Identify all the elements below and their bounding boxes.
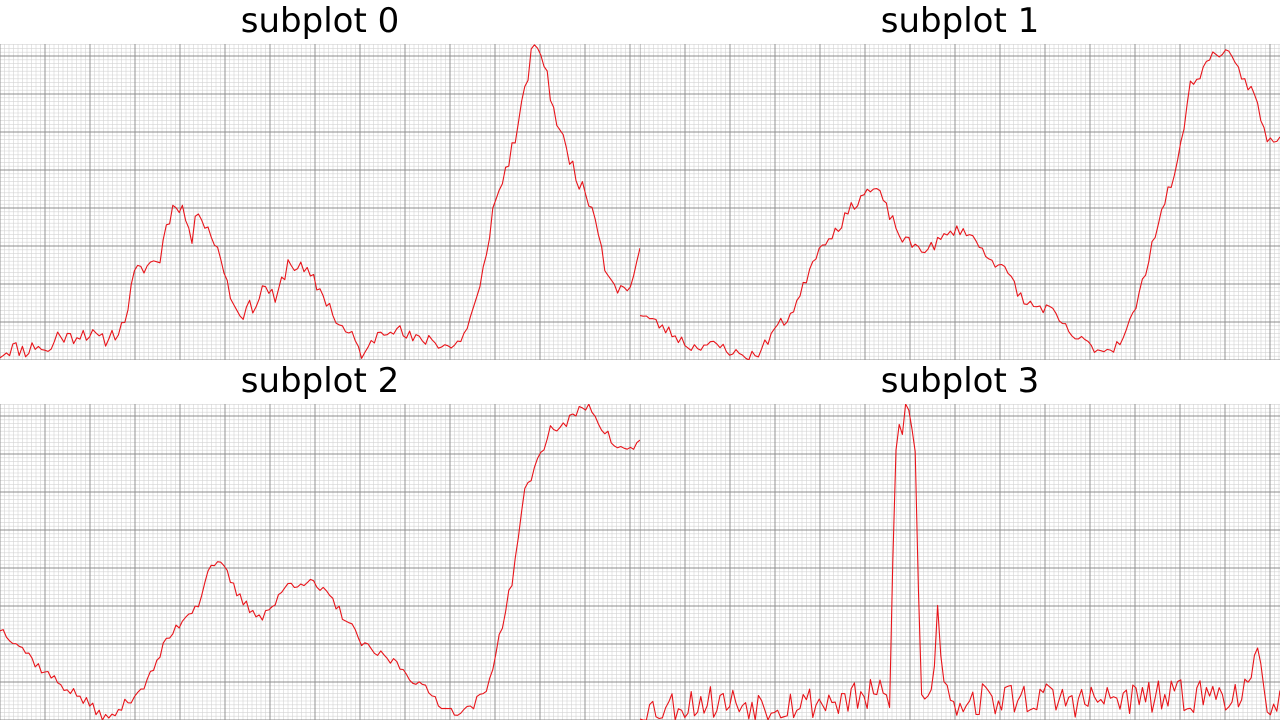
subplot-2-plot	[0, 404, 640, 720]
subplot-3-plot	[640, 404, 1280, 720]
minor-grid	[640, 44, 1280, 360]
minor-grid	[640, 404, 1280, 720]
subplot-2-title: subplot 2	[240, 361, 400, 401]
minor-grid	[0, 44, 640, 360]
subplot-3-title: subplot 3	[880, 361, 1040, 401]
series-line	[0, 44, 640, 359]
subplot-3-panel: subplot 3	[640, 360, 1280, 720]
subplot-0-plot	[0, 44, 640, 360]
major-grid	[0, 44, 640, 360]
series-line	[640, 404, 1280, 720]
subplot-0-title: subplot 0	[240, 1, 400, 41]
subplot-0-panel: subplot 0	[0, 0, 640, 360]
subplot-1-title: subplot 1	[880, 1, 1040, 41]
subplot-2-panel: subplot 2	[0, 360, 640, 720]
series-line	[640, 49, 1280, 360]
subplot-1-plot	[640, 44, 1280, 360]
major-grid	[0, 404, 640, 720]
major-grid	[640, 44, 1280, 360]
major-grid	[640, 404, 1280, 720]
minor-grid	[0, 404, 640, 720]
series-line	[0, 404, 640, 720]
subplot-1-panel: subplot 1	[640, 0, 1280, 360]
